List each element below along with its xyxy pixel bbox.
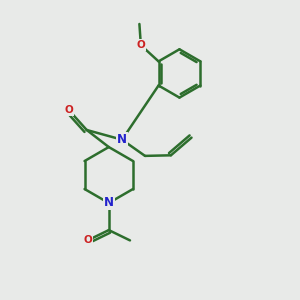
- Text: O: O: [136, 40, 145, 50]
- Text: O: O: [65, 105, 74, 115]
- Text: N: N: [104, 196, 114, 209]
- Text: N: N: [117, 133, 127, 146]
- Text: O: O: [83, 236, 92, 245]
